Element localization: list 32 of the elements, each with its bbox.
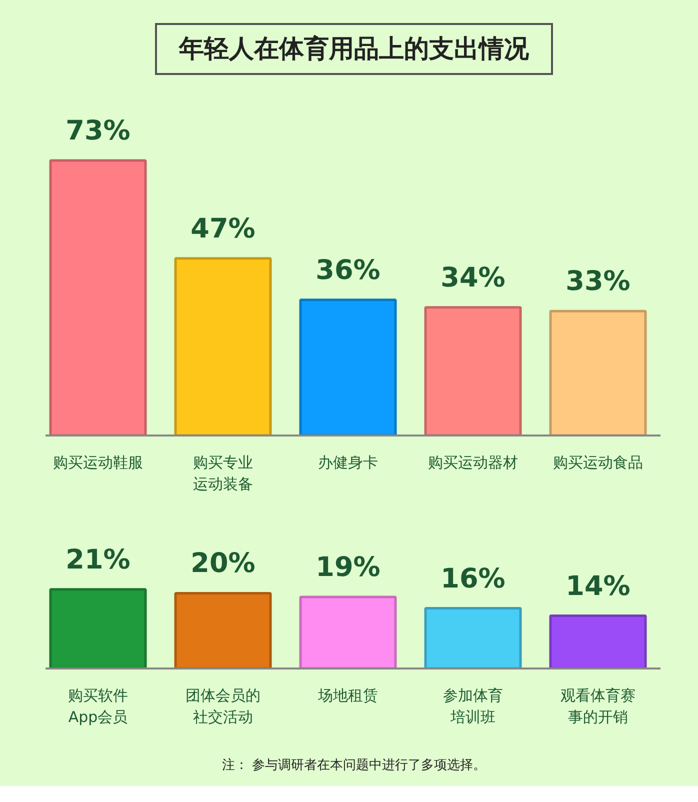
x-tick-label: 观看体育赛事的开销 — [560, 686, 636, 726]
x-tick-label: 购买运动鞋服 — [53, 454, 143, 472]
chart-title: 年轻人在体育用品上的支出情况 — [155, 23, 553, 75]
x-tick-label: 购买运动食品 — [553, 454, 643, 472]
data-label: 73% — [66, 115, 130, 146]
bar — [174, 592, 272, 668]
bar — [549, 614, 647, 668]
bar — [299, 596, 397, 668]
bar — [299, 298, 397, 436]
data-label: 33% — [566, 266, 630, 298]
x-tick-label: 购买运动器材 — [428, 454, 518, 472]
data-label: 36% — [316, 254, 380, 286]
data-label: 14% — [566, 570, 630, 602]
bar — [549, 310, 647, 436]
x-tick-label: 购买专业运动装备 — [193, 454, 253, 494]
bar — [49, 588, 147, 668]
bar — [49, 159, 147, 436]
data-label: 47% — [190, 213, 256, 244]
data-label: 21% — [66, 544, 130, 576]
data-label: 34% — [440, 262, 506, 294]
x-tick-label: 场地租赁 — [317, 686, 378, 704]
bar — [424, 607, 522, 668]
x-tick-label: 参加体育培训班 — [443, 686, 503, 726]
bar — [174, 257, 272, 436]
x-tick-label: 购买软件App会员 — [68, 686, 128, 726]
data-label: 20% — [190, 548, 256, 580]
data-label: 16% — [440, 563, 506, 594]
x-tick-label: 团体会员的社交活动 — [186, 686, 260, 726]
bar — [424, 306, 522, 436]
text: 注： 参与调研者在本问题中进行了多项选择。 — [222, 757, 486, 775]
x-tick-label: 办健身卡 — [318, 454, 378, 472]
data-label: 19% — [316, 552, 380, 583]
